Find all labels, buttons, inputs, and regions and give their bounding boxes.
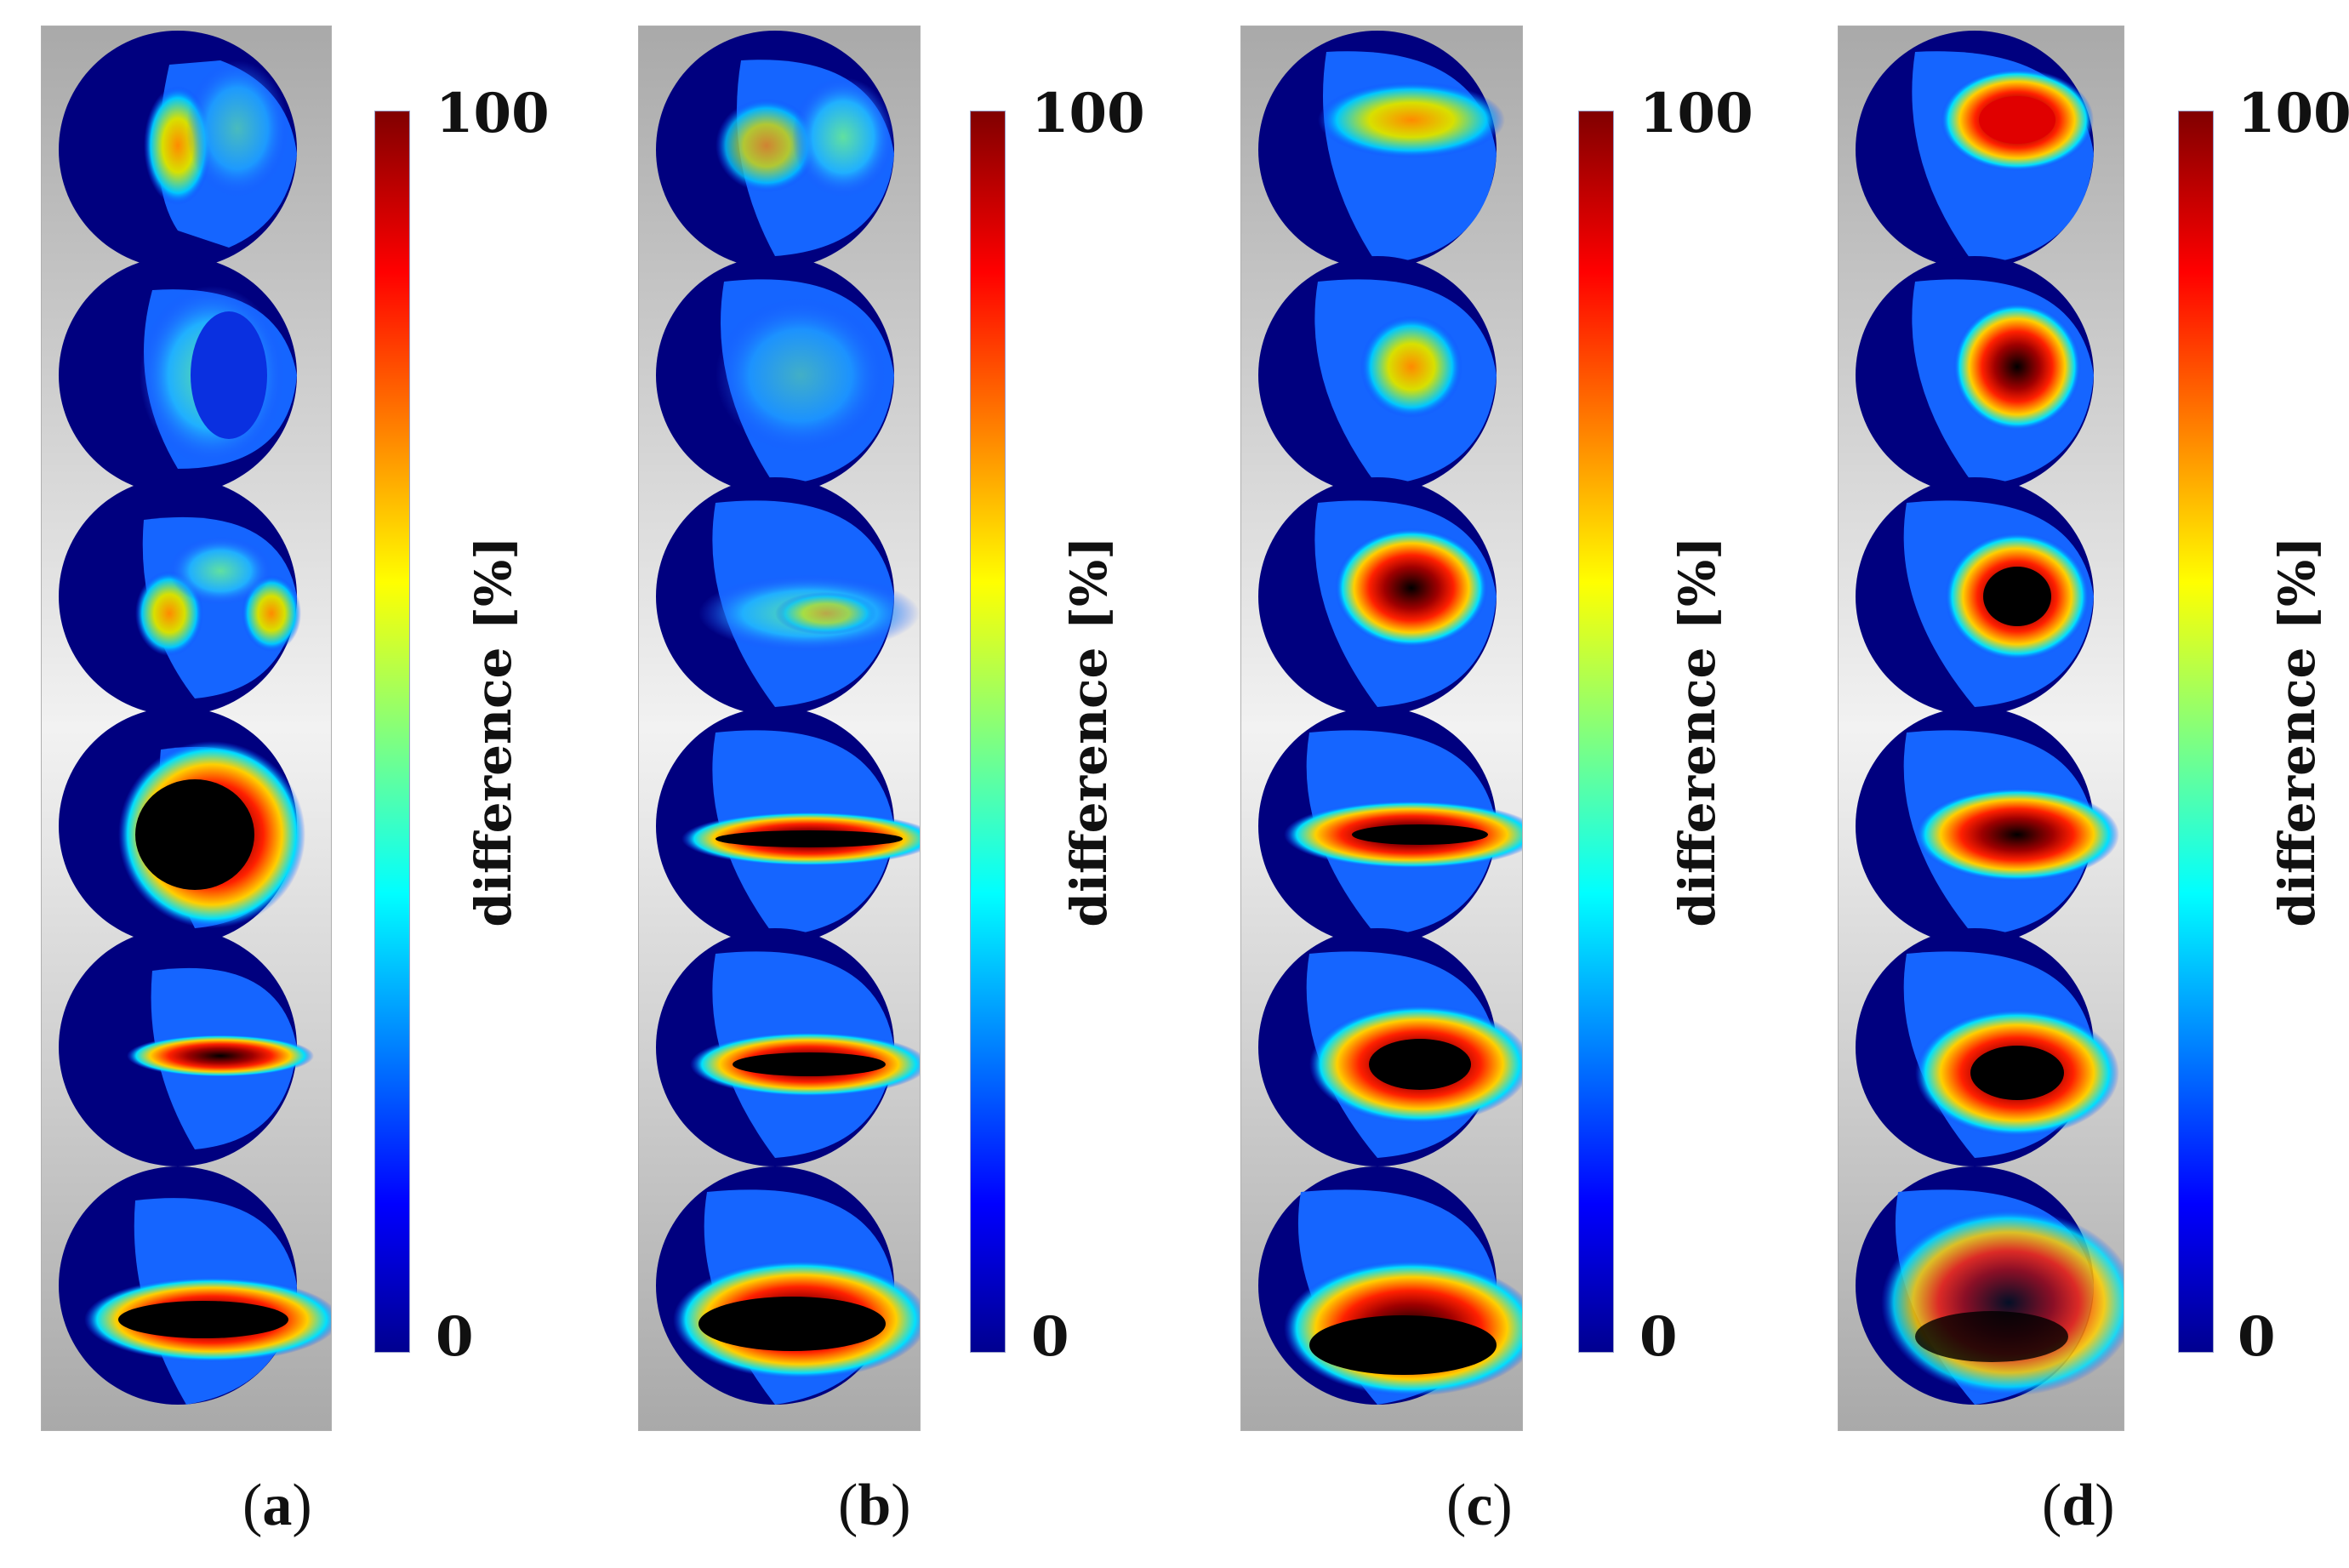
sphere-strip-a <box>41 26 332 1431</box>
sphere-b5 <box>656 928 920 1166</box>
colorbar-d <box>2178 111 2214 1353</box>
panel-label-d: (d) <box>2042 1473 2115 1538</box>
sphere-c6 <box>1258 1166 1522 1405</box>
colorbar-c <box>1578 111 1614 1353</box>
sphere-a5 <box>59 928 314 1166</box>
sphere-d5 <box>1856 928 2119 1166</box>
sphere-b3 <box>656 477 920 716</box>
sphere-strip-d <box>1838 26 2124 1431</box>
colorbar-min-label: 0 <box>2238 1305 2276 1369</box>
colorbar-min-label: 0 <box>1639 1305 1678 1369</box>
colorbar-axis-label: difference [%] <box>1668 536 1726 927</box>
colorbar-min-label: 0 <box>436 1305 474 1369</box>
sphere-d2 <box>1856 256 2094 494</box>
panel-label-b: (b) <box>838 1473 911 1538</box>
colorbar-axis-label: difference [%] <box>1060 536 1118 927</box>
sphere-c4 <box>1258 707 1522 945</box>
sphere-d1 <box>1856 31 2094 269</box>
sphere-d3 <box>1856 477 2094 716</box>
colorbar-b <box>970 111 1006 1353</box>
sphere-b6 <box>656 1166 920 1405</box>
colorbar-max-label: 100 <box>436 82 550 145</box>
colorbar-max-label: 100 <box>2238 82 2349 145</box>
sphere-c2 <box>1258 256 1497 494</box>
panel-b: 100 0 difference [%] (b) <box>596 0 1191 1568</box>
colorbar-a <box>374 111 410 1353</box>
colorbar-axis-label: difference [%] <box>465 536 522 927</box>
panel-label-c: (c) <box>1446 1473 1513 1538</box>
sphere-c1 <box>1258 31 1505 269</box>
sphere-a1 <box>59 31 297 269</box>
sphere-c5 <box>1258 928 1522 1166</box>
sphere-strip-c <box>1240 26 1523 1431</box>
panel-label-a: (a) <box>242 1473 312 1538</box>
sphere-b2 <box>656 256 894 494</box>
colorbar-min-label: 0 <box>1031 1305 1069 1369</box>
sphere-strip-b <box>638 26 921 1431</box>
sphere-a2 <box>59 256 297 494</box>
colorbar-max-label: 100 <box>1031 82 1145 145</box>
sphere-d6 <box>1856 1166 2124 1405</box>
sphere-a3 <box>59 477 301 716</box>
panel-d: 100 0 difference [%] (d) <box>1787 0 2349 1568</box>
panel-a: 100 0 difference [%] (a) <box>0 0 596 1568</box>
colorbar-max-label: 100 <box>1639 82 1753 145</box>
sphere-a6 <box>59 1166 331 1405</box>
sphere-b1 <box>656 31 894 269</box>
panel-c: 100 0 difference [%] (c) <box>1191 0 1787 1568</box>
sphere-d4 <box>1856 707 2119 945</box>
sphere-b4 <box>656 707 920 945</box>
sphere-a4 <box>59 707 305 945</box>
colorbar-axis-label: difference [%] <box>2268 536 2326 927</box>
sphere-c3 <box>1258 477 1497 716</box>
